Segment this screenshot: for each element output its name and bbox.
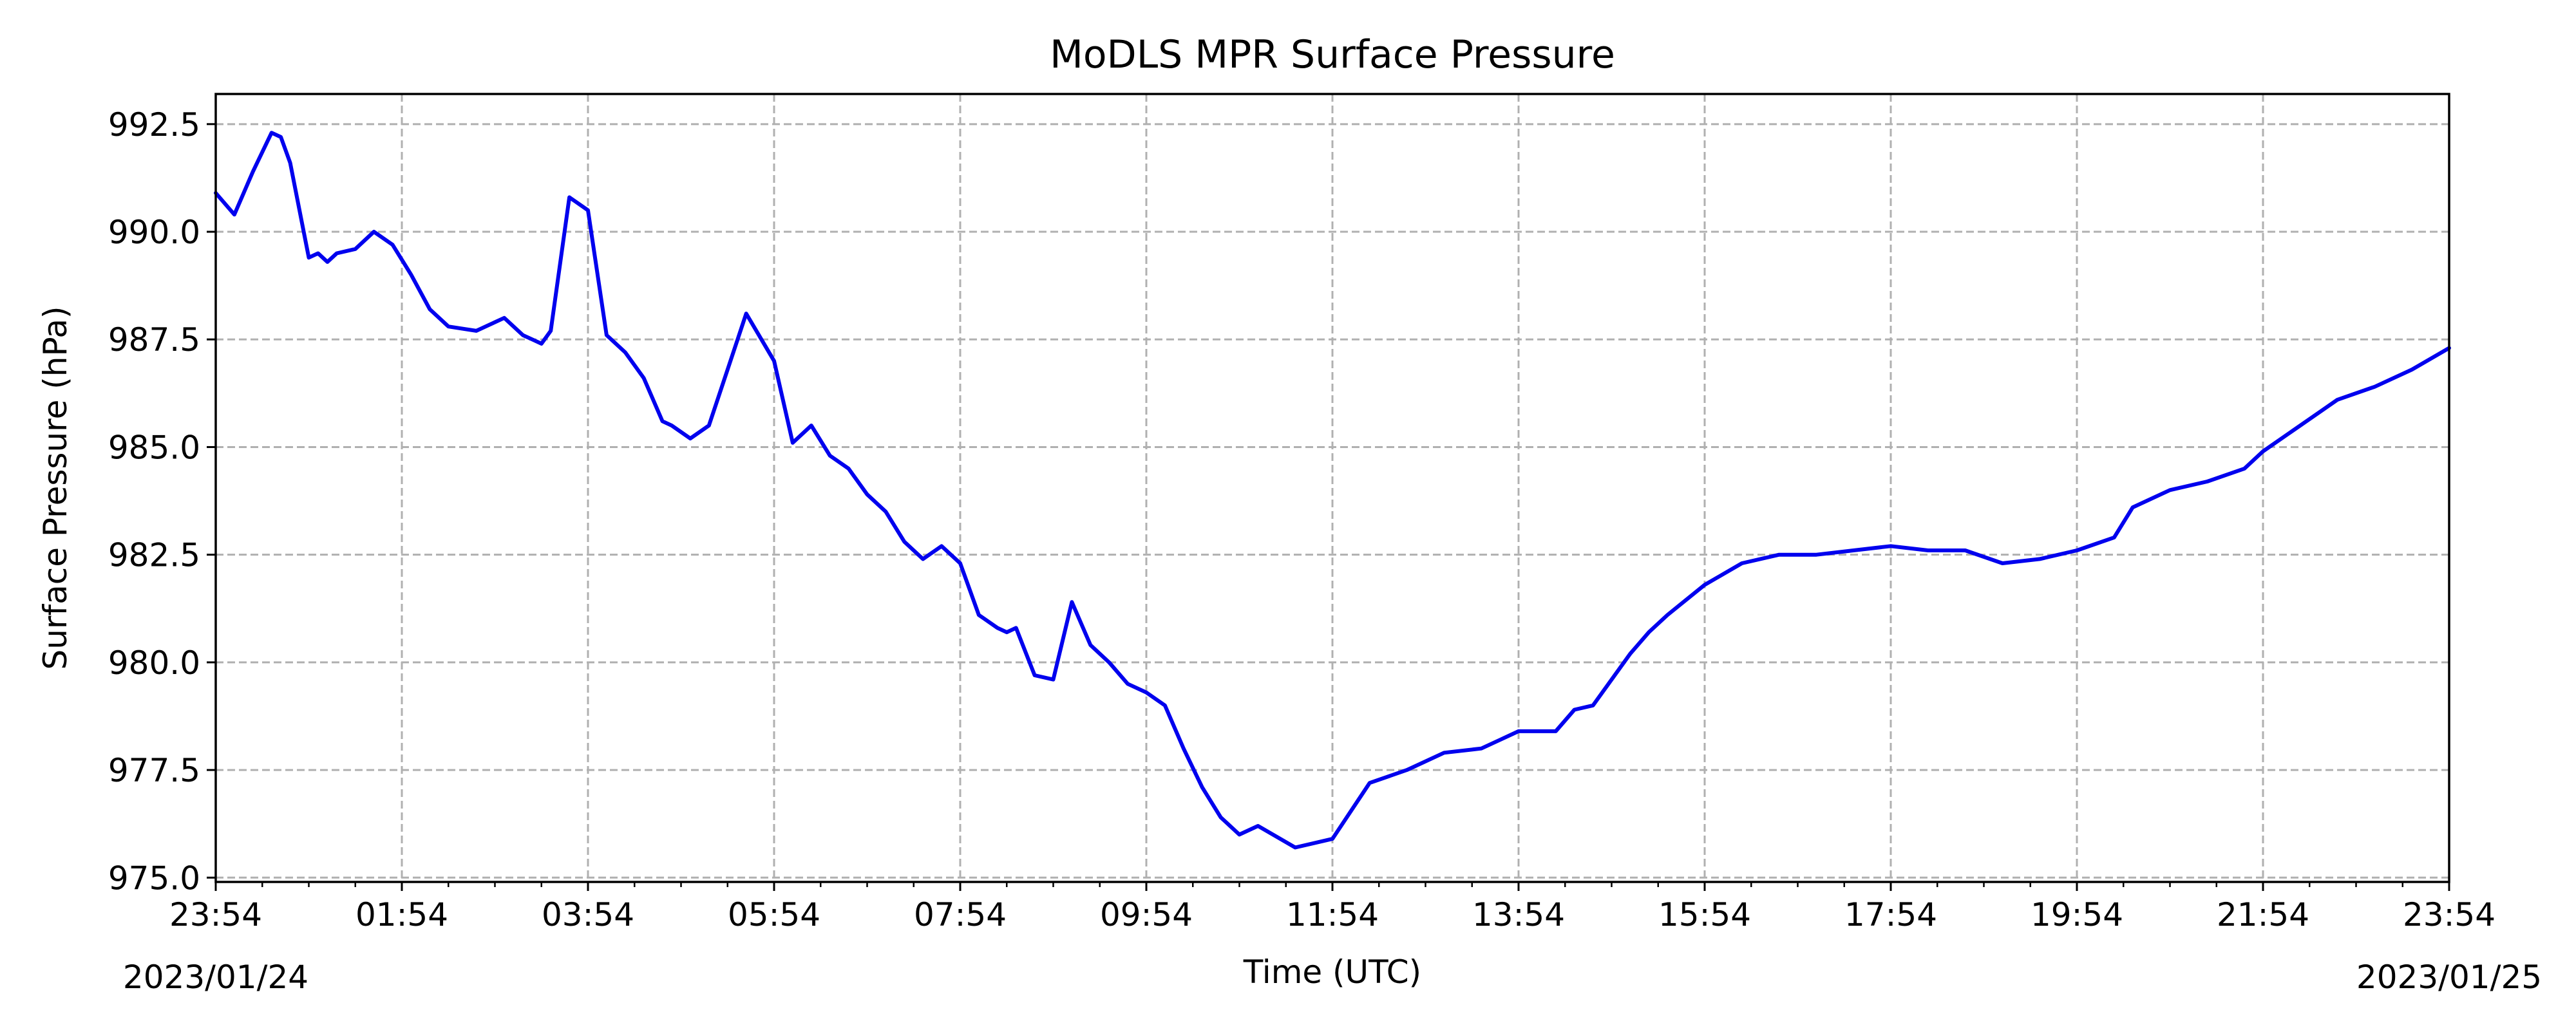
pressure-line [214, 131, 2451, 850]
x-axis-label: Time (UTC) [1243, 953, 1421, 991]
x-tick-label: 09:54 [1100, 896, 1193, 933]
x-tick-label: 21:54 [2217, 896, 2309, 933]
y-tick-label: 985.0 [108, 429, 200, 466]
y-tick-label: 982.5 [108, 537, 200, 574]
y-tick-label: 992.5 [108, 106, 200, 144]
x-tick-label: 07:54 [914, 896, 1007, 933]
x-tick-label: 17:54 [1844, 896, 1937, 933]
x-tick-label: 13:54 [1472, 896, 1565, 933]
x-minor-ticks [261, 882, 2403, 887]
x-tick-label: 15:54 [1658, 896, 1751, 933]
x-axis-ticks: 23:54 01:54 03:54 05:54 07:54 09:54 11:54 13:54… [169, 882, 2496, 933]
x-tick-label: 23:54 [2403, 896, 2496, 933]
x-tick-label: 19:54 [2031, 896, 2123, 933]
x-tick-label: 11:54 [1286, 896, 1379, 933]
y-axis-label: Surface Pressure (hPa) [37, 306, 74, 670]
x-tick-label: 23:54 [169, 896, 262, 933]
x-tick-label: 03:54 [542, 896, 634, 933]
chart-title: MoDLS MPR Surface Pressure [1050, 32, 1615, 77]
x-tick-label: 05:54 [728, 896, 820, 933]
y-tick-label: 990.0 [108, 214, 200, 251]
grid-lines [214, 94, 2450, 882]
end-date-label: 2023/01/25 [2356, 959, 2542, 996]
x-tick-label: 01:54 [355, 896, 448, 933]
plot-frame [214, 93, 2450, 883]
y-tick-label: 980.0 [108, 644, 200, 682]
y-tick-label: 987.5 [108, 321, 200, 359]
y-tick-label: 975.0 [108, 859, 200, 897]
y-axis-ticks: 975.0 977.5 980.0 982.5 985.0 987.5 990.0 992.5 [108, 106, 216, 897]
y-tick-label: 977.5 [108, 752, 200, 789]
start-date-label: 2023/01/24 [123, 959, 308, 996]
